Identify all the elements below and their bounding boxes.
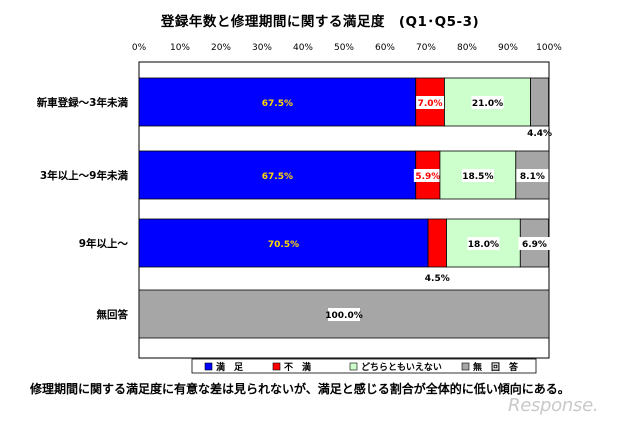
x-tick-label: 50%	[334, 43, 354, 53]
data-label: 70.5%	[268, 240, 299, 250]
category-label: 無回答	[97, 308, 129, 321]
x-tick-label: 30%	[252, 43, 272, 53]
summary-note: 修理期間に関する満足度に有意な差は見られないが、満足と感じる割合が全体的に低い傾…	[30, 382, 570, 396]
data-label-bg	[467, 237, 500, 250]
x-tick-label: 40%	[293, 43, 313, 53]
legend-swatch	[461, 362, 470, 371]
data-label: 100.0%	[325, 311, 363, 321]
legend-swatch	[349, 362, 358, 371]
legend-swatch	[204, 362, 213, 371]
x-tick-label: 80%	[457, 43, 477, 53]
data-label: 18.0%	[468, 240, 499, 250]
x-tick-label: 60%	[375, 43, 395, 53]
data-label-bg	[328, 308, 360, 321]
category-label: 9年以上～	[79, 237, 129, 250]
stacked-bar-chart: 0% 10% 20% 30% 40% 50% 60% 70% 80% 90% 100% 新車登録～3年…	[37, 43, 562, 374]
data-label: 67.5%	[262, 172, 293, 182]
x-tick-label: 90%	[498, 43, 518, 53]
bar-segment	[530, 77, 549, 127]
x-tick-label: 20%	[211, 43, 231, 53]
data-label-bg	[518, 237, 551, 250]
legend-label: 不 満	[284, 361, 311, 373]
bar-segment	[138, 218, 429, 268]
x-tick-label: 70%	[416, 43, 436, 53]
data-label: 7.0%	[418, 99, 443, 109]
legend-swatch	[272, 362, 281, 371]
data-label: 8.1%	[520, 172, 545, 182]
data-label: 5.9%	[415, 172, 440, 182]
legend-label: 満 足	[216, 361, 244, 373]
data-label-bg	[416, 96, 445, 109]
category-label: 新車登録～3年未満	[37, 96, 129, 109]
plot-frame	[138, 61, 550, 359]
data-label-bg	[413, 169, 442, 182]
data-label: 67.5%	[262, 99, 293, 109]
data-label: 4.5%	[425, 274, 450, 284]
data-label: 18.5%	[462, 172, 493, 182]
legend-label: 無 回 答	[473, 361, 519, 373]
data-label-bg	[471, 96, 504, 109]
bar-segment	[138, 77, 417, 127]
data-label: 21.0%	[472, 99, 503, 109]
data-label-bg	[516, 169, 549, 182]
x-tick-label: 100%	[536, 43, 562, 53]
data-label: 4.4%	[527, 129, 552, 139]
data-label-bg	[461, 169, 494, 182]
bar-segment	[427, 218, 447, 268]
x-tick-label: 10%	[170, 43, 190, 53]
x-tick-label: 0%	[132, 43, 147, 53]
chart-title: 登録年数と修理期間に関する満足度 (Q1･Q5-3)	[160, 14, 480, 30]
legend-label: どちらともいえない	[361, 361, 442, 373]
category-label: 3年以上～9年未満	[40, 169, 129, 182]
data-label: 6.9%	[522, 240, 547, 250]
response-logo: Response.	[508, 395, 599, 416]
